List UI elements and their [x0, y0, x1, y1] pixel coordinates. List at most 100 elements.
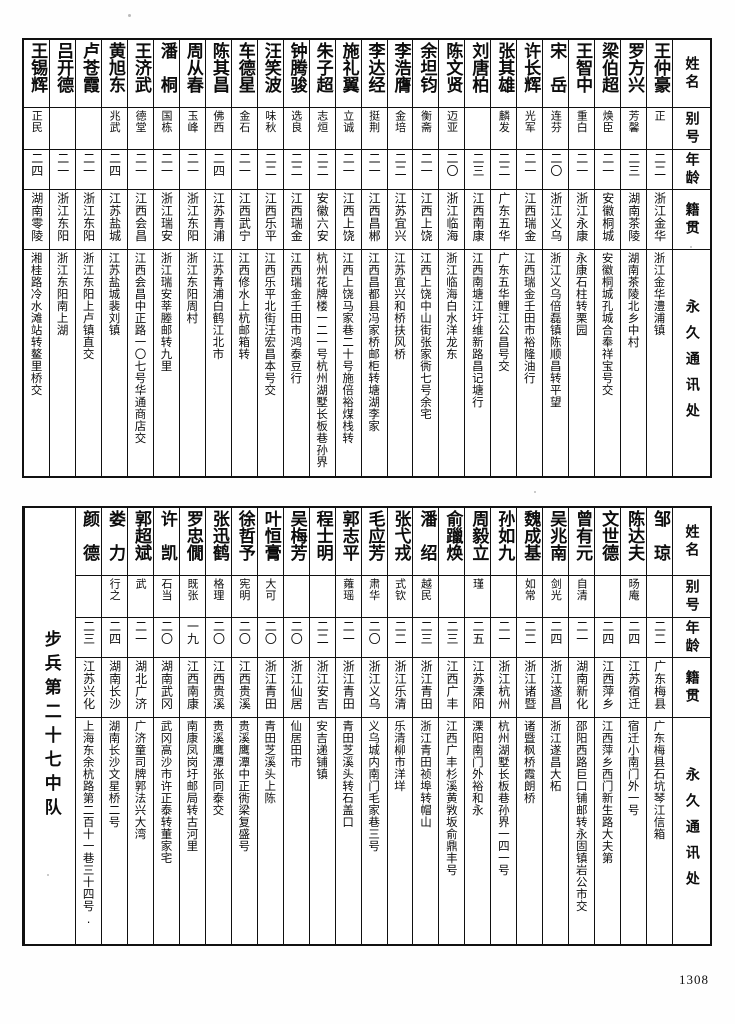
- entry-age: 二二: [309, 150, 335, 190]
- entry-name: 周从春: [179, 40, 205, 108]
- entry-alias: 芳馨: [621, 108, 647, 150]
- roster-entry-column: 李达经 挺荆 二一 江西昌郴 江西昌都县冯家桥邮柜转塘湖李家: [360, 40, 387, 476]
- entry-address: 杭州湖墅长板巷孙界一四一号: [491, 718, 516, 944]
- entry-alias-text: 剑光: [549, 578, 563, 601]
- entry-age-text: 二二: [315, 152, 330, 177]
- row-label-address: 永久通讯处: [673, 718, 710, 944]
- entry-name: 朱子超: [309, 40, 335, 108]
- entry-alias-text: 越民: [419, 578, 433, 601]
- entry-alias: 蕹瑶: [335, 576, 361, 618]
- entry-alias: 肃华: [361, 576, 387, 618]
- entry-native-place-text: 安徽六安: [315, 192, 330, 242]
- entry-alias: [595, 576, 621, 618]
- roster-table-bottom: 姓名 别号 年龄 籍贯 永久通讯处邹 琼二二 广东梅县 广东梅县石坑琴江信箱 陈达夫 旸庵 二四江…: [22, 506, 712, 946]
- entry-name: 颜 德: [76, 508, 102, 576]
- entry-native-place-text: 江西广丰: [445, 660, 460, 710]
- section-title-text: 步兵第二十七中队: [40, 630, 61, 822]
- entry-age: 二一: [569, 150, 595, 190]
- entry-name-text: 余坦钧: [416, 42, 437, 93]
- entry-age-text: 二二: [522, 620, 537, 645]
- entry-alias: 重白: [569, 108, 595, 150]
- entry-name-text: 邹 琼: [650, 510, 671, 561]
- entry-native-place-text: 江苏溧阳: [470, 660, 485, 710]
- roster-entry-column: 宋 岳连芬 二〇 浙江义乌 浙江义乌倍磊镇陈顺昌转平望: [542, 40, 569, 476]
- entry-name: 娄 力: [102, 508, 127, 576]
- row-label-age: 年龄: [673, 150, 710, 190]
- entry-address-text: 浙江东阳上卢镇直交: [81, 252, 96, 360]
- entry-name: 黄旭东: [102, 40, 127, 108]
- entry-alias: 挺荆: [361, 108, 387, 150]
- roster-entry-column: 黄旭东 兆武 二四 江苏盐城 江苏盐城裴刘镇: [101, 40, 127, 476]
- entry-age-text: 二三: [445, 620, 460, 645]
- entry-alias-text: 正: [653, 110, 667, 122]
- entry-name-text: 程士明: [312, 510, 333, 561]
- entry-native-place: 江西乐平: [257, 190, 283, 250]
- entry-age: 二〇: [153, 618, 179, 658]
- entry-alias: 自清: [569, 576, 595, 618]
- entry-age-text: 二一: [574, 152, 589, 177]
- entry-name: 卢苍霞: [76, 40, 102, 108]
- entry-age-text: 二〇: [445, 152, 460, 177]
- entry-native-place-text: 湖南茶陵: [626, 192, 641, 242]
- entry-name-text: 吴梅芳: [286, 510, 307, 561]
- entry-age: 二一: [153, 150, 179, 190]
- entry-native-place: 江西广丰: [439, 658, 465, 718]
- entry-age: 二〇: [439, 150, 465, 190]
- row-label-native-text: 籍贯: [683, 670, 700, 706]
- entry-age: 二一: [517, 150, 543, 190]
- entry-age: 二二: [283, 150, 309, 190]
- entry-age-text: 二四: [548, 620, 563, 645]
- entry-native-place: 江苏宜兴: [387, 190, 413, 250]
- roster-table-top: 姓名 别号 年龄 籍贯 永久通讯处 王仲豪正二二 浙江金华 浙江金华澧浦镇 罗方兴 芳馨 二三 湖南茶…: [22, 38, 712, 478]
- entry-name: 罗方兴: [621, 40, 647, 108]
- entry-alias-text: 式钦: [393, 578, 407, 601]
- entry-age-text: 二三: [419, 620, 434, 645]
- entry-address: 青田芝溪头上陈: [258, 718, 283, 944]
- entry-age: 二三: [413, 618, 439, 658]
- entry-age-text: 二一: [367, 152, 382, 177]
- entry-age: 二二: [387, 618, 413, 658]
- entry-age: 二四: [595, 618, 621, 658]
- entry-name-text: 吕开德: [53, 42, 74, 93]
- entry-alias-text: 重白: [575, 110, 589, 133]
- entry-alias: 光军: [517, 108, 543, 150]
- entry-age: 二二: [647, 150, 672, 190]
- entry-native-place-text: 江西瑞金: [289, 192, 304, 242]
- entry-alias: 连芬: [543, 108, 569, 150]
- entry-name: 车德星: [231, 40, 257, 108]
- entry-name: 余坦钧: [413, 40, 439, 108]
- entry-native-place-text: 浙江临海: [445, 192, 460, 242]
- row-label-alias: 别号: [673, 108, 710, 150]
- entry-age-text: 二二: [393, 152, 408, 177]
- entry-age: 二一: [231, 150, 257, 190]
- entry-native-place: 江苏宿迁: [621, 658, 647, 718]
- entry-address-text: 永康石柱转栗园: [574, 252, 589, 336]
- entry-age: 二〇: [543, 150, 569, 190]
- entry-native-place-text: 湖南武冈: [159, 660, 174, 710]
- entry-age-text: 二一: [55, 152, 70, 177]
- entry-name-text: 刘唐柏: [468, 42, 489, 93]
- roster-entry-column: 潘 绍越民 二三 浙江青田 浙江青田祯埠转帽山: [412, 508, 439, 944]
- entry-native-place: 江西上饶: [335, 190, 361, 250]
- roster-entry-column: 罗方兴 芳馨 二三 湖南茶陵 湖南茶陵北乡中村: [620, 40, 647, 476]
- row-label-alias: 别号: [673, 576, 710, 618]
- entry-address: 江苏盐城裴刘镇: [102, 250, 127, 476]
- entry-name-text: 黄旭东: [105, 42, 125, 93]
- entry-age-text: 二〇: [289, 620, 304, 645]
- entry-native-place-text: 浙江青田: [263, 660, 278, 710]
- entry-address-text: 青田芝溪头转石盖口: [341, 720, 356, 828]
- entry-native-place: 湖南茶陵: [621, 190, 647, 250]
- entry-age: 二三: [621, 150, 647, 190]
- row-label-native: 籍贯: [673, 190, 710, 250]
- entry-native-place-text: 江西上饶: [419, 192, 434, 242]
- roster-entry-column: 文世德 二四 江西萍乡 江西萍乡西门新生路大夫第: [594, 508, 621, 944]
- entry-age-text: 二一: [600, 152, 615, 177]
- entry-age-text: 一九: [185, 620, 200, 645]
- entry-native-place: 浙江东阳: [76, 190, 102, 250]
- entry-alias: 旸庵: [621, 576, 647, 618]
- entry-address-text: 江西萍乡西门新生路大夫第: [600, 720, 615, 864]
- entry-native-place-text: 江西萍乡: [600, 660, 615, 710]
- entry-address-text: 江苏宜兴和桥扶风桥: [393, 252, 408, 360]
- entry-native-place: 江苏溧阳: [465, 658, 491, 718]
- entry-address: 浙江临海白水洋龙东: [439, 250, 464, 476]
